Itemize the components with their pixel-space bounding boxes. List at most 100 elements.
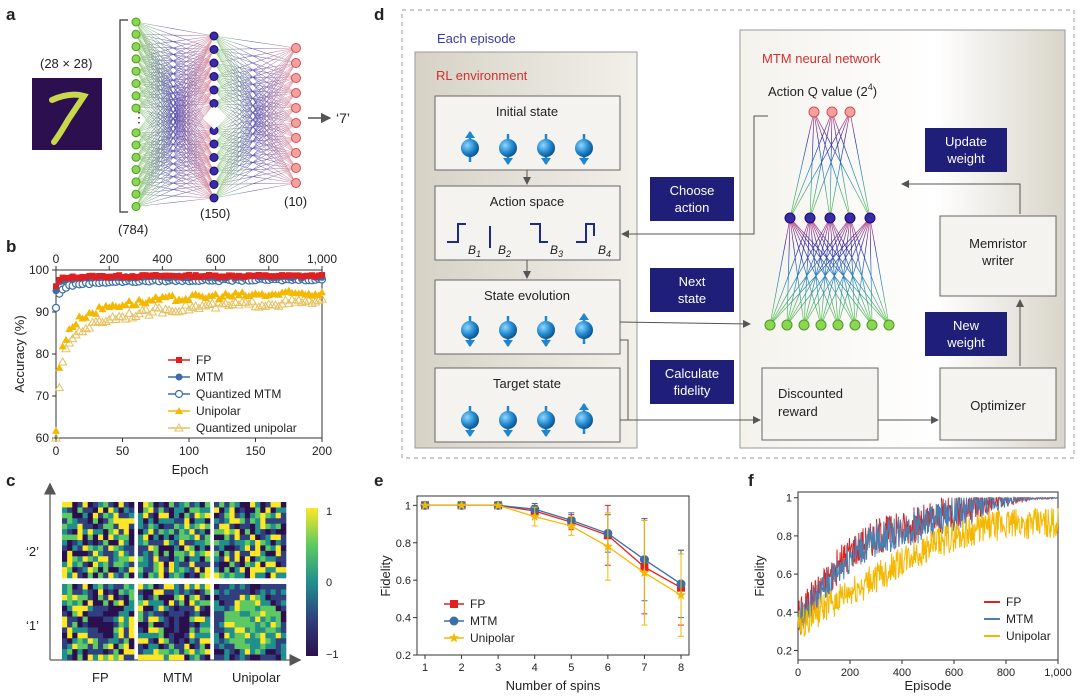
x-tick-label-e: 7 — [641, 662, 647, 674]
network-d-link — [813, 111, 831, 219]
heatmap-cell — [153, 638, 159, 645]
heatmap-cell — [123, 561, 130, 568]
heatmap-cell — [158, 605, 165, 612]
point-b — [86, 273, 93, 280]
heatmap-cell — [158, 654, 165, 661]
heatmap-cell — [92, 654, 99, 661]
x-tick-label-e: 1 — [422, 662, 428, 674]
calculate-fidelity-line1: Calculate — [665, 366, 719, 381]
x-tick-label-b: 50 — [116, 444, 130, 458]
heatmap-cell — [87, 561, 94, 568]
heatmap-cell — [113, 616, 119, 623]
network-a-link — [135, 35, 215, 60]
heatmap-cell — [92, 643, 99, 650]
network-a-link — [213, 47, 297, 77]
heatmap-cell — [163, 654, 170, 661]
heatmap-cell — [189, 584, 195, 590]
heatmap-cell — [260, 518, 266, 525]
heatmap-cell — [153, 502, 159, 508]
heatmap-cell — [219, 600, 225, 607]
heatmap-cell — [138, 512, 144, 519]
heatmap-cell — [250, 649, 256, 655]
ellipsis: ⋮ — [132, 109, 146, 125]
heatmap-cell — [123, 616, 130, 623]
heatmap-cell — [234, 611, 241, 617]
heatmap-cell — [224, 550, 230, 557]
heatmap-cell — [229, 594, 235, 601]
colorbar-tick-max: 1 — [326, 506, 332, 518]
series-line-f — [797, 496, 1059, 635]
heatmap-cell — [103, 649, 109, 655]
legend-label-b: Quantized unipolar — [196, 421, 297, 435]
heatmap-cell — [250, 518, 256, 525]
heatmap-cell — [143, 611, 149, 617]
heatmap-cell — [108, 643, 114, 650]
heatmap-cell — [199, 584, 206, 590]
heatmap-cell — [280, 643, 287, 650]
heatmap-cell — [82, 638, 89, 645]
network-a-link — [135, 103, 215, 170]
output-label: ‘7’ — [336, 110, 350, 126]
network-a-link — [213, 49, 297, 79]
heatmap-cell — [138, 550, 144, 557]
heatmap-cell — [153, 556, 159, 563]
spin-down-icon — [575, 134, 593, 165]
heatmap-cell — [270, 632, 277, 639]
heatmap-cell — [179, 540, 185, 546]
heatmap-cell — [98, 589, 104, 596]
heatmap-cell — [275, 627, 282, 634]
spin-tip — [503, 430, 513, 437]
heatmap-cell — [163, 611, 170, 617]
heatmap-cell — [72, 600, 78, 607]
row-label-1: ‘1’ — [26, 618, 39, 633]
x-tick-label-f: 400 — [893, 667, 911, 679]
heatmap-cell — [62, 502, 68, 508]
heatmap-cell — [189, 534, 195, 541]
heatmap-cell — [148, 605, 154, 612]
heatmap-cell — [123, 567, 130, 573]
heatmap-cell — [118, 627, 125, 634]
point-b — [247, 296, 258, 305]
heatmap-cell — [184, 567, 190, 573]
choose-action-line2: action — [675, 200, 710, 215]
network-a-link — [135, 130, 215, 146]
x-tick-label-f: 1,000 — [1044, 667, 1072, 679]
point-b — [156, 273, 163, 280]
heatmap-cell — [179, 584, 185, 590]
heatmap-cell — [98, 518, 104, 525]
heatmap-cell — [244, 561, 251, 568]
hidden-neuron — [209, 139, 219, 149]
input-neuron — [131, 29, 141, 39]
heatmap-cell — [239, 561, 246, 568]
heatmap-cell — [280, 502, 287, 508]
x-tick-label-b: 100 — [179, 444, 199, 458]
network-a-link — [135, 35, 215, 133]
heatmap-cell — [138, 616, 144, 623]
network-a-link — [213, 137, 297, 145]
heatmap-cell — [219, 502, 225, 508]
heatmap-cell — [103, 638, 109, 645]
heatmap-cell — [224, 584, 230, 590]
heatmap-cell — [275, 622, 282, 628]
network-a-link — [213, 89, 297, 139]
heatmap-cell — [113, 654, 119, 661]
point-b — [106, 273, 113, 280]
new-weight-line1: New — [953, 318, 980, 333]
heatmap-cell — [67, 600, 73, 607]
update-weight-tag — [925, 128, 1007, 172]
network-a-link — [135, 62, 215, 146]
network-a-link — [135, 103, 215, 133]
heatmap-cell — [72, 643, 78, 650]
heatmap-cell — [229, 567, 235, 573]
point-b — [192, 272, 199, 279]
heatmap-cell — [194, 638, 201, 645]
heatmap-cell — [204, 561, 211, 568]
heatmap-cell — [194, 545, 201, 552]
heatmap-cell — [67, 611, 73, 617]
heatmap-cell — [214, 523, 220, 530]
network-a-link — [135, 95, 215, 158]
heatmap-cell — [103, 605, 109, 612]
heatmap-cell — [250, 540, 256, 546]
heatmap-cell — [280, 534, 287, 541]
